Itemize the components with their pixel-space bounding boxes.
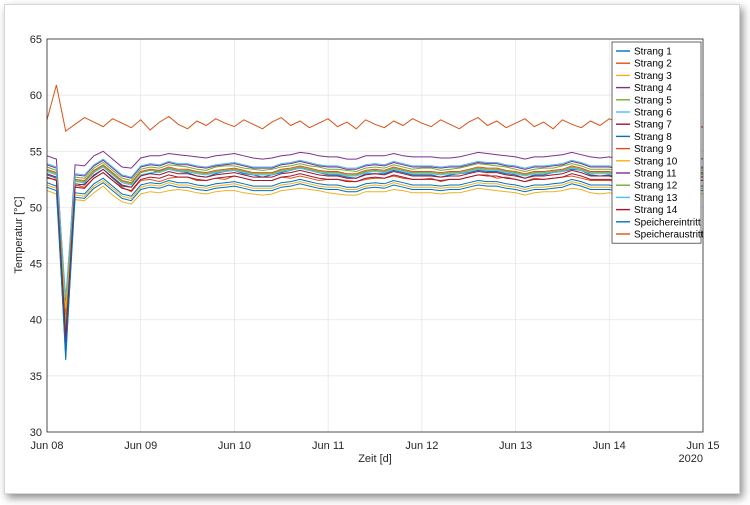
x-axis-label: Zeit [d] <box>358 453 392 465</box>
y-tick-label: 60 <box>30 90 42 102</box>
legend-entry: Strang 4 <box>634 83 672 94</box>
series-line-6 <box>46 166 704 325</box>
x-tick-label: Jun 09 <box>124 440 157 452</box>
series-line-8 <box>46 177 704 348</box>
x-year-label: 2020 <box>679 453 703 465</box>
y-tick-label: 35 <box>30 371 42 383</box>
x-tick-label: Jun 08 <box>30 440 63 452</box>
x-tick-label: Jun 13 <box>499 440 532 452</box>
y-tick-label: 45 <box>30 259 42 271</box>
series-layer <box>46 84 704 361</box>
legend-entry: Strang 6 <box>634 108 672 119</box>
legend-entry: Strang 9 <box>634 144 672 155</box>
x-axis: Jun 08 Jun 09 Jun 10 Jun 11 Jun 12 Jun 13 Jun … <box>30 440 719 452</box>
series-line-10 <box>46 179 704 309</box>
series-line-15 <box>46 182 704 356</box>
y-axis: 30 35 40 45 50 55 60 65 <box>30 34 42 439</box>
y-tick-label: 50 <box>30 202 42 214</box>
legend-entry: Strang 13 <box>634 193 678 204</box>
legend-entry: Strang 8 <box>634 132 672 143</box>
legend-entry: Strang 5 <box>634 95 672 106</box>
series-line-5 <box>46 161 704 318</box>
legend-entry: Speicheraustritt <box>634 230 704 241</box>
line-chart: 30 35 40 45 50 55 60 65 Jun 08 Jun 09 Jun 10 Jun 1… <box>13 34 720 465</box>
y-axis-label: Temperatur [°C] <box>13 196 25 273</box>
series-line-11 <box>46 159 704 343</box>
legend-entry: Strang 2 <box>634 59 672 70</box>
legend-entry: Strang 14 <box>634 205 678 216</box>
legend-entry: Strang 10 <box>634 156 678 167</box>
x-tick-label: Jun 14 <box>593 440 626 452</box>
series-line-12 <box>46 165 704 329</box>
legend-entry: Strang 7 <box>634 120 672 131</box>
series-line-16 <box>46 84 704 132</box>
legend-entry: Strang 11 <box>634 169 677 180</box>
series-line-4 <box>46 150 704 307</box>
figure-frame: 30 35 40 45 50 55 60 65 Jun 08 Jun 09 Jun 10 Jun 1… <box>4 4 740 494</box>
y-tick-label: 40 <box>30 315 42 327</box>
y-tick-label: 65 <box>30 34 42 46</box>
legend-entry: Strang 3 <box>634 71 672 82</box>
series-line-13 <box>46 158 704 298</box>
plot-area <box>47 39 703 432</box>
legend-entry: Speichereintritt <box>634 217 701 228</box>
x-tick-label: Jun 11 <box>312 440 344 452</box>
grid <box>46 38 704 433</box>
series-line-14 <box>46 171 704 337</box>
axes-box <box>46 38 704 433</box>
y-tick-label: 55 <box>30 146 42 158</box>
series-line-2 <box>46 171 704 338</box>
x-tick-label: Jun 10 <box>218 440 251 452</box>
series-line-3 <box>46 185 704 319</box>
series-line-9 <box>46 164 704 315</box>
x-tick-label: Jun 15 <box>686 440 719 452</box>
series-line-7 <box>46 168 704 331</box>
legend-entry: Strang 12 <box>634 181 678 192</box>
y-tick-label: 30 <box>30 427 42 439</box>
legend-entry: Strang 1 <box>634 47 672 58</box>
x-tick-label: Jun 12 <box>405 440 438 452</box>
